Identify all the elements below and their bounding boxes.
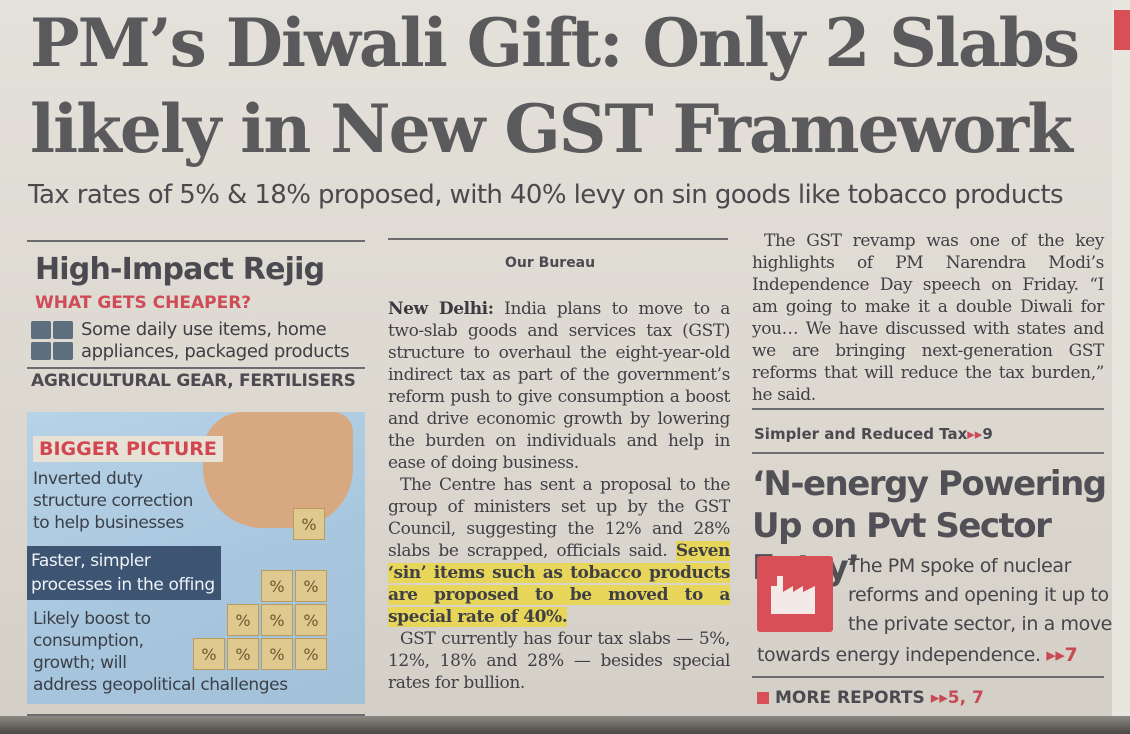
factory-icon	[757, 556, 833, 632]
middle-top-rule	[388, 238, 728, 240]
cheaper-line-2: appliances, packaged products	[81, 341, 350, 362]
cheaper-line-1: Some daily use items, home	[81, 319, 327, 340]
energy-end-text: towards energy independence.	[757, 644, 1041, 666]
percent-cube: %	[295, 570, 327, 602]
point-2-line-1: Faster, simpler	[31, 551, 151, 571]
percent-cube: %	[293, 508, 325, 540]
simpler-label: Simpler and Reduced Tax	[754, 425, 968, 443]
percent-cube: %	[295, 638, 327, 670]
agri-items: AGRICULTURAL GEAR, FERTILISERS	[31, 371, 356, 391]
percent-cube: %	[261, 570, 293, 602]
right-rule-2	[752, 452, 1104, 454]
dateline: New Delhi:	[388, 299, 494, 319]
point-1-line-3: to help businesses	[33, 513, 184, 533]
arrow-icon: ▸▸	[930, 688, 948, 708]
point-3-line-1: Likely boost to	[33, 609, 151, 629]
high-impact-box: High-Impact Rejig WHAT GETS CHEAPER? Som…	[27, 252, 367, 391]
point-2: Faster, simpler processes in the offing	[27, 546, 221, 600]
adjacent-page-red-mark	[1114, 10, 1130, 50]
arrow-icon: ▸▸	[1046, 644, 1065, 666]
article-body-middle: New Delhi: India plans to move to a two-…	[388, 298, 730, 694]
percent-cube: %	[261, 638, 293, 670]
bigger-picture-panel: BIGGER PICTURE Inverted duty structure c…	[27, 412, 365, 704]
cheaper-text: Some daily use items, home appliances, p…	[81, 319, 350, 363]
square-bullet-icon	[757, 692, 769, 704]
arrow-icon: ▸▸	[967, 425, 983, 443]
energy-page-ref: 7	[1064, 644, 1078, 666]
cheaper-heading: WHAT GETS CHEAPER?	[35, 293, 252, 313]
point-3: Likely boost to consumption, growth; wil…	[33, 608, 288, 696]
point-1-line-2: structure correction	[33, 491, 193, 511]
hand-image	[203, 412, 353, 528]
headline: PM’s Diwali Gift: Only 2 Slabs likely in…	[30, 0, 1110, 172]
left-bottom-rule	[27, 714, 365, 716]
point-3-line-2: consumption,	[33, 631, 144, 651]
article-body-right: The GST revamp was one of the key highli…	[752, 230, 1104, 406]
simpler-tax-reference: Simpler and Reduced Tax▸▸9	[754, 425, 993, 443]
left-top-rule	[27, 240, 365, 242]
adjacent-page-edge	[1112, 0, 1130, 734]
more-reports-refs: 5, 7	[947, 688, 984, 708]
energy-end: towards energy independence. ▸▸7	[757, 644, 1078, 666]
percent-cube: %	[295, 604, 327, 636]
headline-line-2: likely in New GST Framework	[30, 90, 1073, 168]
paragraph-3: GST currently has four tax slabs — 5%, 1…	[388, 629, 730, 693]
right-paragraph-1: The GST revamp was one of the key highli…	[752, 231, 1104, 405]
simpler-page-ref: 9	[982, 425, 993, 443]
bottom-shadow	[0, 716, 1130, 734]
left-mid-rule	[27, 367, 365, 369]
point-1: Inverted duty structure correction to he…	[33, 468, 193, 534]
subheadline: Tax rates of 5% & 18% proposed, with 40%…	[28, 180, 1064, 210]
point-1-line-1: Inverted duty	[33, 469, 143, 489]
point-2-line-2: processes in the offing	[31, 575, 215, 595]
more-reports-label: MORE REPORTS	[775, 688, 925, 708]
percent-cube: %	[227, 638, 259, 670]
right-rule-1	[752, 408, 1104, 410]
right-rule-3	[752, 676, 1104, 678]
point-3-line-3: growth; will	[33, 653, 127, 673]
paragraph-2: The Centre has sent a proposal to the gr…	[388, 475, 730, 561]
percent-cube: %	[193, 638, 225, 670]
bigger-picture-tag: BIGGER PICTURE	[33, 436, 223, 462]
paragraph-1: India plans to move to a two-slab goods …	[388, 299, 730, 473]
point-3-line-4: address geopolitical challenges	[33, 675, 288, 695]
more-reports: MORE REPORTS ▸▸5, 7	[757, 688, 984, 708]
byline: Our Bureau	[505, 255, 596, 271]
headline-line-1: PM’s Diwali Gift: Only 2 Slabs	[30, 4, 1080, 82]
section-title: High-Impact Rejig	[35, 252, 325, 287]
cheaper-row: Some daily use items, home appliances, p…	[31, 319, 367, 363]
percent-cube: %	[261, 604, 293, 636]
percent-cube: %	[227, 604, 259, 636]
energy-text: The PM spoke of nuclear reforms and open…	[848, 555, 1112, 635]
appliances-icon	[31, 321, 77, 361]
